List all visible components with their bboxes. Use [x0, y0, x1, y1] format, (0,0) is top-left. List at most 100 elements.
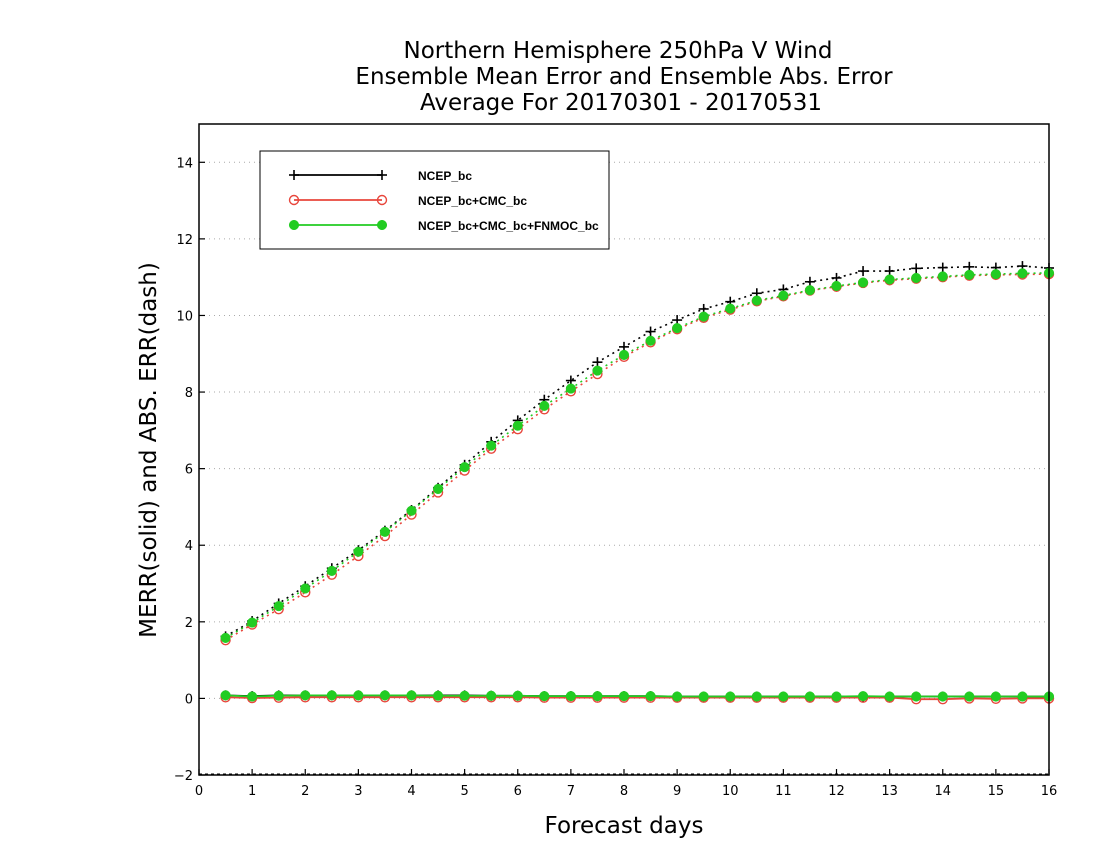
y-axis-ticks: −2 0 2 4 6 8 10 12 14: [174, 156, 205, 784]
mean-err-point: [353, 690, 364, 701]
abs-err-point: [247, 617, 258, 628]
legend-marker-start: [289, 170, 299, 180]
mean-err-point: [804, 691, 815, 702]
mean-err-point: [512, 690, 523, 701]
abs-err-point: [565, 383, 576, 394]
abs-err-point: [645, 326, 656, 337]
chart-title-line-2: Ensemble Mean Error and Ensemble Abs. Er…: [355, 64, 893, 90]
mean-err-point: [247, 691, 258, 702]
abs-err-point: [645, 335, 656, 346]
abs-err-point: [751, 295, 762, 306]
y-tick-label: 8: [185, 386, 193, 401]
mean-err-point: [645, 691, 656, 702]
x-tick-label: 8: [620, 784, 628, 799]
abs-err-point: [512, 420, 523, 431]
abs-err-line: [225, 273, 1050, 641]
y-tick-label: 14: [176, 156, 193, 171]
x-axis-label: Forecast days: [545, 813, 704, 839]
abs-err-point: [1017, 268, 1028, 279]
legend-label-ncep-bc-cmc-bc: NCEP_bc+CMC_bc: [418, 194, 527, 208]
abs-err-point: [618, 349, 630, 360]
legend-marker-end: [376, 219, 388, 231]
chart-title: Northern Hemisphere 250hPa V Wind Ensemb…: [355, 38, 893, 116]
x-tick-label: 0: [195, 784, 203, 799]
abs-err-point: [911, 263, 922, 274]
abs-err-point: [858, 277, 869, 288]
mean-err-point: [1017, 691, 1028, 702]
x-tick-label: 11: [775, 784, 792, 799]
abs-err-point: [326, 565, 337, 576]
chart-title-line-3: Average For 20170301 - 20170531: [420, 90, 822, 116]
abs-err-point: [220, 632, 231, 643]
y-tick-label: 10: [176, 309, 193, 324]
plot-data: [220, 261, 1055, 705]
abs-err-point: [990, 269, 1001, 280]
abs-err-point: [911, 272, 922, 283]
abs-err-line: [225, 272, 1050, 639]
abs-err-point: [406, 505, 417, 516]
abs-err-point: [459, 462, 470, 473]
x-tick-label: 2: [301, 784, 309, 799]
abs-err-point: [884, 274, 895, 285]
mean-err-point: [618, 691, 630, 702]
x-tick-label: 16: [1041, 784, 1058, 799]
abs-err-point: [964, 269, 975, 280]
legend-marker-start: [288, 194, 300, 206]
mean-err-point: [831, 691, 842, 702]
legend-marker-end: [377, 170, 387, 180]
abs-err-point: [884, 266, 895, 277]
abs-err-point: [937, 271, 948, 282]
abs-err-point: [273, 601, 284, 612]
abs-err-point: [831, 280, 842, 292]
mean-err-line: [225, 694, 1049, 698]
mean-err-point: [725, 691, 736, 702]
x-axis-ticks: 0 1 2 3 4 5 6 7 8 9 10 11 12 13 14 15 16: [195, 769, 1057, 799]
mean-err-point: [751, 691, 762, 702]
abs-err-point: [778, 290, 789, 301]
abs-err-point: [804, 285, 815, 296]
mean-err-point: [911, 691, 922, 702]
mean-err-point: [565, 691, 576, 702]
mean-err-point: [406, 690, 417, 701]
x-tick-label: 15: [988, 784, 1005, 799]
abs-err-point: [698, 311, 709, 322]
gridlines: [199, 161, 1049, 775]
y-tick-label: −2: [174, 769, 193, 784]
abs-err-line: [225, 265, 1050, 638]
mean-err-point: [592, 691, 603, 702]
mean-err-point: [698, 691, 709, 702]
x-tick-label: 12: [828, 784, 845, 799]
mean-err-point: [858, 691, 869, 702]
mean-err-point: [326, 690, 337, 701]
abs-err-point: [379, 526, 390, 537]
mean-err-point: [964, 691, 975, 702]
series-ncep-bc-cmc-bc-fnmoc-bc: [220, 267, 1055, 702]
x-tick-label: 5: [460, 784, 468, 799]
mean-err-point: [990, 691, 1001, 702]
x-tick-label: 1: [248, 784, 256, 799]
abs-err-point: [539, 400, 550, 411]
abs-err-point: [858, 266, 869, 277]
mean-err-point: [273, 690, 284, 701]
mean-err-point: [778, 691, 789, 702]
series-ncep-bc: [220, 261, 1054, 702]
abs-err-point: [433, 483, 444, 494]
mean-err-point: [884, 691, 895, 702]
y-tick-label: 12: [176, 233, 193, 248]
abs-err-point: [937, 262, 948, 273]
legend-label-ncep-bc-cmc-bc-fnmoc-bc: NCEP_bc+CMC_bc+FNMOC_bc: [418, 219, 599, 233]
abs-err-point: [486, 440, 497, 451]
x-tick-label: 14: [934, 784, 951, 799]
series-ncep-bc-cmc-bc: [220, 268, 1055, 705]
mean-err-point: [220, 690, 231, 701]
y-tick-label: 0: [185, 692, 193, 707]
mean-err-point: [539, 691, 550, 702]
x-tick-label: 9: [673, 784, 681, 799]
legend-marker-end: [376, 194, 388, 206]
abs-err-point: [672, 323, 683, 334]
x-tick-label: 6: [514, 784, 522, 799]
mean-err-point: [433, 690, 444, 701]
mean-err-point: [486, 690, 497, 701]
mean-err-point: [672, 691, 683, 702]
